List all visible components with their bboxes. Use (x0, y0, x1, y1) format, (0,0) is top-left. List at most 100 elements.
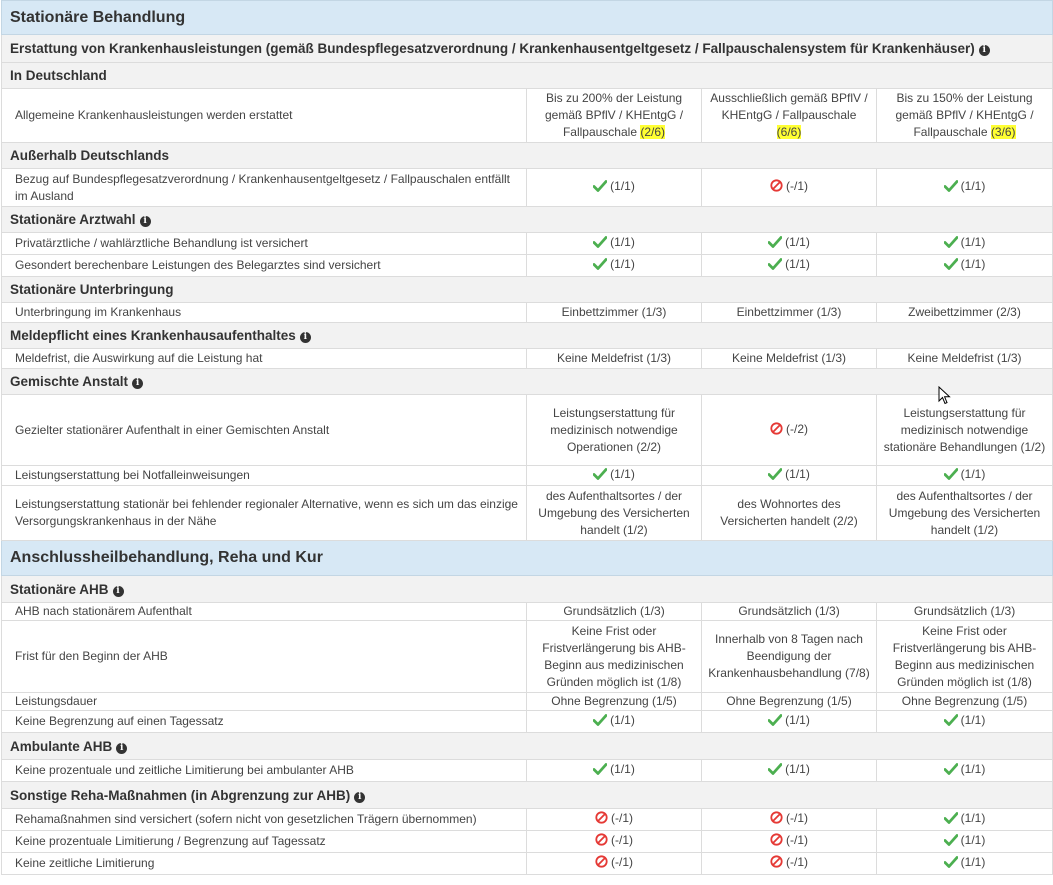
table-row: Allgemeine Krankenhausleistungen werden … (1, 88, 1053, 143)
value-cell: Leistungserstattung für medizinisch notw… (876, 394, 1053, 466)
check-icon (767, 236, 783, 253)
check-icon (943, 258, 959, 275)
info-icon[interactable]: i (139, 216, 151, 227)
subsection-header: Stationäre Unterbringung (1, 276, 1053, 303)
value-cell: (1/1) (526, 168, 702, 207)
row-label: Frist für den Beginn der AHB (1, 620, 527, 693)
value-cell: (1/1) (876, 808, 1053, 831)
info-icon[interactable]: i (112, 585, 124, 597)
row-label: Gezielter stationärer Aufenthalt in eine… (1, 394, 527, 466)
row-label: Leistungsdauer (1, 692, 527, 711)
subsection-title: Gemischte Anstalt (10, 374, 129, 389)
value-cell: (1/1) (701, 710, 877, 733)
mouse-cursor-icon (938, 386, 951, 405)
value-cell: (1/1) (876, 254, 1053, 277)
row-label: Unterbringung im Krankenhaus (1, 302, 527, 323)
prohibited-icon (770, 179, 783, 197)
info-icon[interactable]: i (299, 332, 311, 343)
info-icon[interactable]: i (116, 742, 128, 754)
value-cell: (-/1) (526, 852, 702, 875)
value-cell: (-/1) (526, 830, 702, 853)
table-row: Keine prozentuale Limitierung / Begrenzu… (1, 830, 1053, 853)
check-icon (943, 468, 959, 485)
value-cell: Grundsätzlich (1/3) (526, 602, 702, 621)
score-highlight: (6/6) (776, 125, 802, 139)
prohibited-icon (770, 833, 783, 851)
info-icon[interactable]: i (132, 378, 144, 389)
value-cell: (-/1) (526, 808, 702, 831)
prohibited-icon (595, 833, 608, 851)
value-cell: Ausschließlich gemäß BPflV / KHEntgG / F… (701, 88, 877, 143)
check-icon (767, 258, 783, 275)
subsection-title: Stationäre Arztwahl (10, 212, 136, 227)
value-cell: (1/1) (876, 759, 1053, 782)
table-row: Frist für den Beginn der AHB Keine Frist… (1, 620, 1053, 693)
value-cell: (1/1) (876, 830, 1053, 853)
section-title: Anschlussheilbehandlung, Reha und Kur (1, 540, 1053, 576)
check-icon (943, 236, 959, 253)
subsection-header: Erstattung von Krankenhausleistungen (ge… (1, 34, 1053, 63)
value-cell: Einbettzimmer (1/3) (526, 302, 702, 323)
value-cell: Keine Meldefrist (1/3) (701, 348, 877, 369)
subsection-header: Außerhalb Deutschlands (1, 142, 1053, 169)
table-row: Privatärztliche / wahlärztliche Behandlu… (1, 232, 1053, 255)
table-row: Bezug auf Bundespflegesatzverordnung / K… (1, 168, 1053, 207)
row-label: Keine prozentuale Limitierung / Begrenzu… (1, 830, 527, 853)
info-icon[interactable]: i (978, 45, 990, 56)
value-cell: (1/1) (526, 710, 702, 733)
check-icon (943, 180, 959, 197)
subsection-header: Stationäre AHB i (1, 575, 1053, 603)
row-label: Leistungserstattung bei Notfalleinweisun… (1, 465, 527, 486)
prohibited-icon (595, 811, 608, 829)
value-cell: des Aufenthaltsortes / der Umgebung des … (876, 485, 1053, 541)
value-cell: Keine Meldefrist (1/3) (526, 348, 702, 369)
check-icon (943, 714, 959, 731)
value-cell: (1/1) (526, 465, 702, 486)
row-label: Keine prozentuale und zeitliche Limitier… (1, 759, 527, 782)
table-row: Keine zeitliche Limitierung (-/1) (-/1) … (1, 852, 1053, 875)
subsection-header: Ambulante AHB i (1, 732, 1053, 760)
value-cell: des Aufenthaltsortes / der Umgebung des … (526, 485, 702, 541)
value-cell: (1/1) (526, 254, 702, 277)
table-row: Unterbringung im Krankenhaus Einbettzimm… (1, 302, 1053, 323)
check-icon (943, 834, 959, 851)
value-cell: (1/1) (876, 710, 1053, 733)
check-icon (767, 468, 783, 485)
subsection-title: Ambulante AHB (10, 738, 113, 754)
value-cell: (1/1) (876, 465, 1053, 486)
value-cell: Zweibettzimmer (2/3) (876, 302, 1053, 323)
value-cell: (-/1) (701, 830, 877, 853)
value-cell: Ohne Begrenzung (1/5) (701, 692, 877, 711)
value-cell: Keine Frist oder Fristverlängerung bis A… (526, 620, 702, 693)
subsection-title: Meldepflicht eines Krankenhausaufenthalt… (10, 328, 296, 343)
subsection-header: In Deutschland (1, 62, 1053, 89)
subsection-header: Stationäre Arztwahl i (1, 206, 1053, 233)
table-row: Leistungserstattung stationär bei fehlen… (1, 485, 1053, 541)
row-label: Leistungserstattung stationär bei fehlen… (1, 485, 527, 541)
check-icon (592, 763, 608, 780)
value-cell: (1/1) (876, 852, 1053, 875)
table-row: Leistungserstattung bei Notfalleinweisun… (1, 465, 1053, 486)
row-label: AHB nach stationärem Aufenthalt (1, 602, 527, 621)
info-icon[interactable]: i (354, 791, 366, 803)
value-cell: Ohne Begrenzung (1/5) (526, 692, 702, 711)
subsection-title: Außerhalb Deutschlands (1, 142, 1053, 169)
section-header: Anschlussheilbehandlung, Reha und Kur (1, 540, 1053, 576)
check-icon (592, 468, 608, 485)
value-cell: Bis zu 200% der Leistung gemäß BPflV / K… (526, 88, 702, 143)
value-cell: (1/1) (526, 759, 702, 782)
value-cell: des Wohnortes des Versicherten handelt (… (701, 485, 877, 541)
check-icon (767, 714, 783, 731)
value-cell: Grundsätzlich (1/3) (701, 602, 877, 621)
row-label: Keine zeitliche Limitierung (1, 852, 527, 875)
table-row: Gezielter stationärer Aufenthalt in eine… (1, 394, 1053, 466)
subsection-header: Meldepflicht eines Krankenhausaufenthalt… (1, 322, 1053, 349)
value-cell: (-/2) (701, 394, 877, 466)
prohibited-icon (770, 811, 783, 829)
table-row: Gesondert berechenbare Leistungen des Be… (1, 254, 1053, 277)
subsection-header: Gemischte Anstalt i (1, 368, 1053, 395)
value-cell: Leistungserstattung für medizinisch notw… (526, 394, 702, 466)
value-cell: (-/1) (701, 852, 877, 875)
row-label: Rehamaßnahmen sind versichert (sofern ni… (1, 808, 527, 831)
